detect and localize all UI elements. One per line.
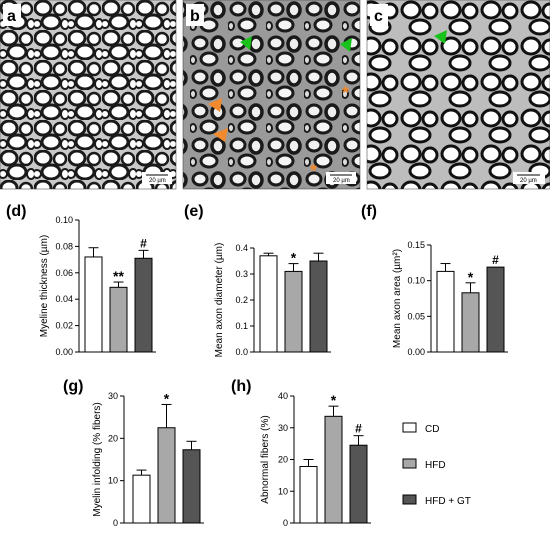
y-tick-label-e: 0.4 — [235, 243, 248, 253]
bar-g-hfd-gt — [182, 449, 201, 524]
y-tick-label-d: 0.00 — [55, 347, 73, 357]
panel-label-e: (e) — [184, 203, 204, 220]
y-tick-label-h: 40 — [278, 391, 288, 401]
green-arrowhead-marker — [340, 38, 352, 52]
y-tick-label-f: 0.00 — [407, 347, 425, 357]
orange-asterisk-marker: * — [342, 83, 349, 103]
micrograph-b-label: b — [190, 8, 200, 25]
legend-swatch-hfd-gt — [402, 494, 417, 505]
legend-swatch-hfd — [402, 458, 417, 469]
bar-f-hfd — [461, 292, 480, 353]
y-tick-label-e: 0.0 — [235, 347, 248, 357]
legend: CD HFD HFD + GT — [402, 422, 471, 507]
bar-f-cd — [436, 270, 455, 353]
panel-label-d: (d) — [6, 203, 26, 220]
legend-label-hfd: HFD — [425, 460, 446, 471]
micrograph-a-scale-label: 20 µm — [149, 178, 166, 184]
chart-myeline-thickness: (d) 0.00 0.02 0.04 0.06 0.08 0.10 Myeline thick… — [6, 203, 156, 357]
y-axis-label-e: Mean axon diameter (µm) — [214, 243, 225, 358]
bar-h-cd — [299, 465, 318, 524]
bar-g-hfd — [157, 427, 176, 524]
y-tick-label-g: 10 — [108, 476, 118, 486]
y-axis-label-g: Myelin infolding (% fibers) — [92, 402, 103, 517]
bar-f-hfd-gt — [486, 266, 505, 353]
chart-mean-axon-area: (f) 0.00 0.05 0.10 0.15 Mean axon area (µm²) *… — [361, 203, 508, 357]
significance-mark-g-hfd: * — [164, 390, 170, 406]
bar-d-hfd-gt — [134, 257, 153, 353]
micrograph-a-label-bg — [3, 4, 21, 26]
significance-mark-d-hfd: ** — [113, 268, 124, 284]
micrograph-c-label: c — [374, 8, 383, 25]
micrograph-a: a 20 µm — [0, 0, 177, 190]
y-tick-label-h: 10 — [278, 486, 288, 496]
micrograph-c: c 20 µm — [366, 0, 550, 190]
micrograph-b-scale-label: 20 µm — [333, 178, 350, 184]
y-tick-label-h: 30 — [278, 423, 288, 433]
chart-myelin-infolding: (g) 0 10 20 30 Myelin infolding (% fibers) * — [63, 378, 204, 528]
chart-abnormal-fibers: (h) 0 10 20 30 40 Abnormal fibers (%) * # — [231, 378, 371, 528]
y-tick-label-d: 0.04 — [55, 294, 73, 304]
y-axis-label-h: Abnormal fibers (%) — [260, 415, 271, 503]
orange-arrowhead-marker — [213, 128, 228, 142]
orange-arrowhead-marker — [208, 98, 222, 112]
bar-e-cd — [259, 255, 278, 353]
chart-mean-axon-diameter: (e) 0.0 0.1 0.2 0.3 0.4 Mean axon diameter (µm… — [184, 203, 331, 357]
micrograph-c-scale-label: 20 µm — [520, 178, 537, 184]
legend-label-hfd-gt: HFD + GT — [425, 496, 471, 507]
legend-item-cd: CD — [402, 422, 439, 435]
y-axis-label-d: Myeline thickness (µm) — [39, 235, 50, 337]
bar-h-hfd — [324, 415, 343, 524]
y-tick-label-f: 0.10 — [407, 276, 425, 286]
y-tick-label-e: 0.2 — [235, 295, 248, 305]
panel-label-h: (h) — [231, 378, 251, 395]
significance-mark-f-hfd: * — [468, 269, 474, 285]
legend-item-hfd-gt: HFD + GT — [402, 494, 471, 507]
bar-g-cd — [132, 474, 151, 524]
y-tick-label-g: 30 — [108, 391, 118, 401]
y-tick-label-g: 0 — [113, 518, 118, 528]
bar-e-hfd — [284, 270, 303, 353]
significance-mark-e-hfd: * — [291, 250, 297, 266]
y-tick-label-f: 0.15 — [407, 240, 425, 250]
orange-asterisk-marker: * — [310, 161, 317, 181]
legend-item-hfd: HFD — [402, 458, 446, 471]
green-arrowhead-marker — [240, 36, 252, 50]
y-tick-label-e: 0.3 — [235, 269, 248, 279]
significance-mark-f-hfd-gt: # — [492, 253, 499, 267]
y-tick-label-g: 20 — [108, 433, 118, 443]
bar-d-cd — [84, 256, 103, 353]
y-tick-label-f: 0.05 — [407, 311, 425, 321]
micrograph-b-label-bg — [186, 4, 204, 26]
y-tick-label-d: 0.02 — [55, 321, 73, 331]
bar-e-hfd-gt — [309, 260, 328, 353]
y-tick-label-e: 0.1 — [235, 321, 248, 331]
significance-mark-h-hfd: * — [331, 392, 337, 408]
legend-swatch-cd — [402, 422, 417, 433]
micrograph-a-label: a — [7, 8, 16, 25]
y-tick-label-d: 0.06 — [55, 268, 73, 278]
significance-mark-h-hfd-gt: # — [355, 422, 362, 436]
green-arrowhead-marker — [434, 30, 447, 44]
panel-label-f: (f) — [361, 203, 377, 220]
significance-mark-d-hfd-gt: # — [140, 236, 147, 250]
bar-h-hfd-gt — [349, 444, 368, 524]
y-tick-label-h: 20 — [278, 455, 288, 465]
panel-label-g: (g) — [63, 378, 83, 395]
micrograph-b: b * * 20 µm — [182, 0, 361, 190]
y-tick-label-d: 0.08 — [55, 241, 73, 251]
y-tick-label-d: 0.10 — [55, 215, 73, 225]
legend-label-cd: CD — [425, 424, 439, 435]
y-axis-label-f: Mean axon area (µm²) — [392, 249, 403, 348]
bar-d-hfd — [109, 286, 128, 353]
micrograph-c-label-bg — [370, 4, 388, 26]
y-tick-label-h: 0 — [283, 518, 288, 528]
